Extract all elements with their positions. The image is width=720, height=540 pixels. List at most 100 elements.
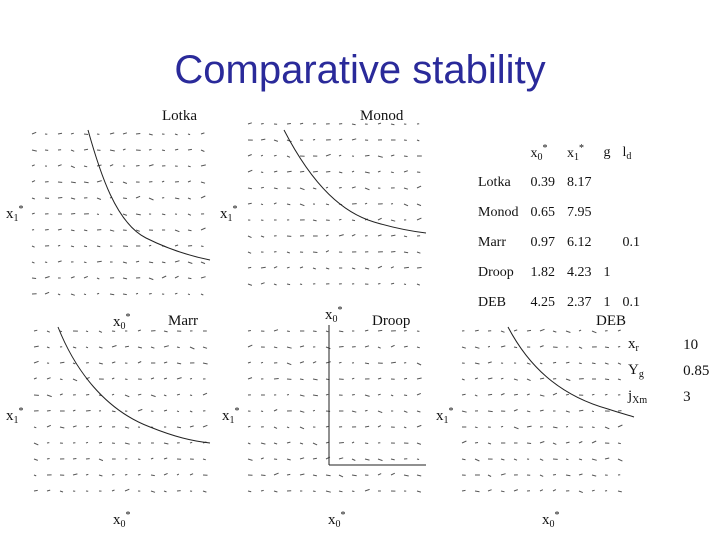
vector-field-arrow [273, 490, 278, 493]
vector-field-arrow [33, 474, 37, 477]
vector-field-arrow [72, 378, 78, 382]
vector-field-arrow [591, 393, 595, 396]
vector-field-arrow [70, 293, 75, 296]
vector-field-arrow [500, 458, 505, 461]
vector-field-arrow [122, 181, 128, 184]
vector-field-arrow [260, 474, 266, 476]
vector-field-arrow [325, 186, 329, 189]
vector-field-arrow [96, 197, 102, 200]
vector-field-arrow [135, 165, 140, 167]
vector-field-arrow [299, 361, 305, 364]
vector-field-arrow [312, 170, 318, 173]
vector-field-arrow [403, 187, 409, 190]
vector-field-arrow [617, 362, 622, 365]
vector-field-arrow [416, 442, 422, 445]
vector-field-arrow [390, 171, 394, 174]
vector-field-arrow [565, 361, 570, 364]
vector-field-arrow [351, 490, 355, 492]
vector-field-arrow [312, 219, 317, 222]
vector-field-arrow [148, 133, 153, 136]
vector-field-arrow [31, 277, 37, 279]
vector-field-arrow [364, 394, 370, 397]
vector-field-arrow [390, 123, 395, 126]
vector-field-arrow [325, 234, 329, 237]
vector-field-arrow [539, 474, 544, 477]
vector-field-arrow [44, 229, 49, 231]
vector-field-arrow [286, 170, 292, 173]
vector-field-arrow [552, 392, 558, 396]
vector-field-arrow [474, 490, 480, 493]
vector-field-arrow [338, 442, 344, 444]
vector-field-arrow [325, 393, 329, 396]
vector-field-arrow [33, 360, 39, 364]
vector-field-arrow [163, 442, 169, 445]
vector-field-arrow [273, 426, 278, 429]
deb-param-name: xr [628, 336, 639, 354]
table-cell-ld: 0.1 [622, 295, 640, 310]
vector-field-arrow [59, 361, 65, 364]
vector-field-arrow [461, 346, 466, 349]
vector-field-arrow [200, 149, 205, 152]
monod-vector-field [247, 122, 422, 286]
vector-field-arrow [202, 424, 208, 428]
vector-field-arrow [46, 377, 51, 380]
vector-field-arrow [299, 266, 304, 269]
vector-field-arrow [364, 409, 368, 412]
vector-field-arrow [260, 186, 265, 189]
table-cell-ld: 0.1 [622, 235, 640, 250]
monod-isocline-curve [283, 129, 427, 234]
vector-field-arrow [70, 229, 75, 232]
vector-field-arrow [247, 490, 252, 493]
table-cell-model: Lotka [478, 175, 511, 190]
vector-field-arrow [174, 148, 179, 151]
vector-field-arrow [163, 330, 168, 333]
vector-field-arrow [273, 472, 279, 476]
table-cell-x0: 0.39 [530, 175, 555, 190]
table-row: Lotka 0.39 8.17 [472, 168, 646, 198]
vector-field-arrow [150, 377, 155, 380]
vector-field-arrow [474, 377, 478, 380]
vector-field-arrow [273, 139, 279, 142]
vector-field-arrow [403, 235, 408, 238]
vector-field-arrow [111, 489, 115, 492]
vector-field-arrow [377, 170, 381, 173]
vector-field-arrow [70, 149, 75, 152]
vector-field-arrow [163, 345, 169, 348]
vector-field-arrow [474, 394, 478, 397]
vector-field-arrow [200, 181, 206, 184]
vector-field-arrow [85, 425, 90, 428]
vector-field-arrow [57, 228, 62, 231]
deb-param-row: Yg 0.85 [620, 358, 717, 384]
vector-field-arrow [200, 276, 206, 279]
vector-field-arrow [487, 393, 493, 396]
vector-field-arrow [487, 410, 493, 413]
monod-panel-title: Monod [360, 108, 404, 124]
vector-field-arrow [247, 361, 251, 364]
vector-field-arrow [377, 265, 383, 269]
vector-field-arrow [390, 344, 395, 348]
vector-field-arrow [312, 251, 318, 253]
vector-field-arrow [565, 441, 570, 444]
vector-field-arrow [364, 202, 368, 205]
vector-field-arrow [176, 377, 182, 380]
lotka-panel-title: Lotka [162, 108, 197, 124]
lotka-vector-field [31, 131, 206, 296]
vector-field-arrow [565, 410, 570, 413]
marr-panel-title: Marr [168, 313, 198, 329]
vector-field-arrow [111, 345, 117, 348]
vector-field-arrow [539, 394, 545, 397]
vector-field-arrow [137, 473, 141, 476]
vector-field-arrow [578, 473, 583, 476]
vector-field-arrow [604, 378, 610, 381]
vector-field-arrow [377, 329, 383, 332]
vector-field-arrow [247, 344, 253, 348]
vector-field-arrow [325, 250, 330, 253]
vector-field-arrow [83, 275, 88, 279]
vector-field-arrow [161, 261, 166, 264]
vector-field-arrow [98, 330, 103, 333]
vector-field-arrow [513, 409, 518, 412]
vector-field-arrow [377, 393, 381, 396]
vector-field-arrow [500, 393, 505, 396]
vector-field-arrow [552, 442, 557, 445]
vector-field-arrow [416, 267, 422, 269]
